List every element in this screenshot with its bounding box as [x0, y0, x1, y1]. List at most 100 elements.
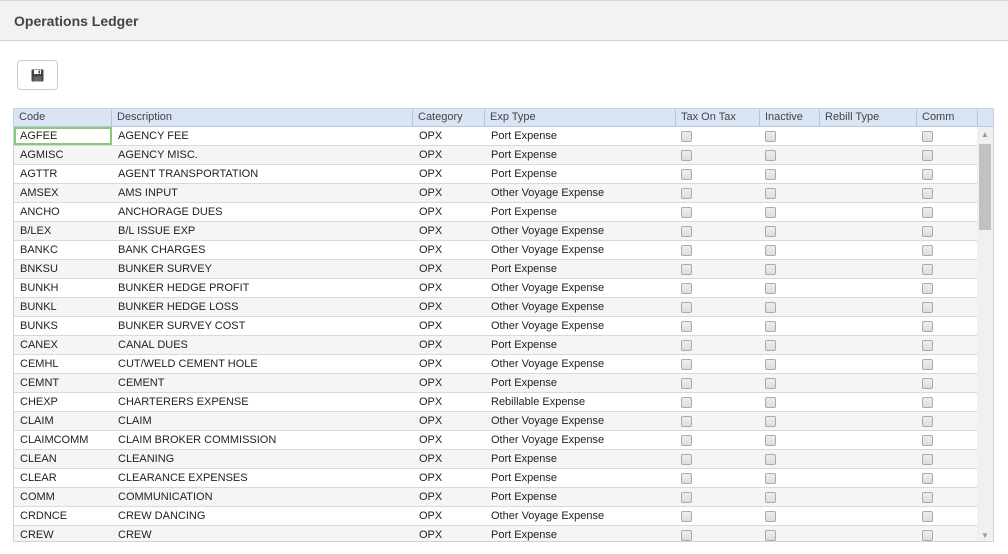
tax-on-tax-checkbox[interactable]: [681, 397, 692, 408]
cell-exp-type[interactable]: Other Voyage Expense: [491, 282, 605, 294]
cell-exp-type[interactable]: Other Voyage Expense: [491, 510, 605, 522]
table-row[interactable]: BUNKH BUNKER HEDGE PROFIT OPX Other Voyage …: [14, 279, 978, 298]
inactive-checkbox[interactable]: [765, 169, 776, 180]
cell-code[interactable]: BNKSU: [20, 263, 58, 275]
cell-exp-type[interactable]: Port Expense: [491, 339, 558, 351]
cell-exp-type[interactable]: Port Expense: [491, 529, 558, 541]
cell-category[interactable]: OPX: [419, 130, 443, 142]
cell-description[interactable]: CLAIM: [118, 415, 152, 427]
tax-on-tax-checkbox[interactable]: [681, 454, 692, 465]
comm-checkbox[interactable]: [922, 207, 933, 218]
inactive-checkbox[interactable]: [765, 188, 776, 199]
cell-category[interactable]: OPX: [419, 396, 443, 408]
tax-on-tax-checkbox[interactable]: [681, 435, 692, 446]
cell-exp-type[interactable]: Other Voyage Expense: [491, 434, 605, 446]
cell-description[interactable]: CUT/WELD CEMENT HOLE: [118, 358, 258, 370]
table-row[interactable]: BNKSU BUNKER SURVEY OPX Port Expense: [14, 260, 978, 279]
cell-exp-type[interactable]: Port Expense: [491, 377, 558, 389]
cell-code[interactable]: AGTTR: [20, 168, 58, 180]
comm-checkbox[interactable]: [922, 530, 933, 541]
cell-exp-type[interactable]: Port Expense: [491, 149, 558, 161]
cell-code[interactable]: CREW: [20, 529, 54, 541]
comm-checkbox[interactable]: [922, 169, 933, 180]
inactive-checkbox[interactable]: [765, 473, 776, 484]
comm-checkbox[interactable]: [922, 454, 933, 465]
table-row[interactable]: AGFEE AGENCY FEE OPX Port Expense: [14, 127, 978, 146]
cell-code[interactable]: CANEX: [20, 339, 58, 351]
cell-code[interactable]: AGFEE: [14, 127, 112, 145]
scroll-down-icon[interactable]: ▼: [981, 531, 989, 540]
cell-code[interactable]: CEMNT: [20, 377, 60, 389]
cell-description[interactable]: CREW: [118, 529, 152, 541]
tax-on-tax-checkbox[interactable]: [681, 188, 692, 199]
tax-on-tax-checkbox[interactable]: [681, 245, 692, 256]
cell-description[interactable]: B/L ISSUE EXP: [118, 225, 196, 237]
tax-on-tax-checkbox[interactable]: [681, 340, 692, 351]
comm-checkbox[interactable]: [922, 302, 933, 313]
cell-exp-type[interactable]: Port Expense: [491, 206, 558, 218]
column-header-tax-on-tax[interactable]: Tax On Tax: [676, 109, 760, 127]
cell-category[interactable]: OPX: [419, 320, 443, 332]
cell-code[interactable]: BUNKH: [20, 282, 59, 294]
cell-exp-type[interactable]: Other Voyage Expense: [491, 415, 605, 427]
tax-on-tax-checkbox[interactable]: [681, 283, 692, 294]
inactive-checkbox[interactable]: [765, 340, 776, 351]
cell-description[interactable]: CEMENT: [118, 377, 165, 389]
cell-description[interactable]: CLEARANCE EXPENSES: [118, 472, 248, 484]
cell-exp-type[interactable]: Port Expense: [491, 472, 558, 484]
cell-code[interactable]: CHEXP: [20, 396, 58, 408]
cell-category[interactable]: OPX: [419, 358, 443, 370]
tax-on-tax-checkbox[interactable]: [681, 359, 692, 370]
cell-exp-type[interactable]: Other Voyage Expense: [491, 358, 605, 370]
cell-category[interactable]: OPX: [419, 187, 443, 199]
table-row[interactable]: BUNKS BUNKER SURVEY COST OPX Other Voyage E…: [14, 317, 978, 336]
tax-on-tax-checkbox[interactable]: [681, 226, 692, 237]
cell-category[interactable]: OPX: [419, 149, 443, 161]
cell-description[interactable]: AGENT TRANSPORTATION: [118, 168, 259, 180]
inactive-checkbox[interactable]: [765, 150, 776, 161]
cell-category[interactable]: OPX: [419, 415, 443, 427]
cell-code[interactable]: AMSEX: [20, 187, 59, 199]
tax-on-tax-checkbox[interactable]: [681, 492, 692, 503]
cell-description[interactable]: CLEANING: [118, 453, 175, 465]
column-header-code[interactable]: Code: [14, 109, 112, 127]
column-header-description[interactable]: Description: [112, 109, 413, 127]
cell-exp-type[interactable]: Rebillable Expense: [491, 396, 586, 408]
comm-checkbox[interactable]: [922, 150, 933, 161]
cell-code[interactable]: BANKC: [20, 244, 58, 256]
comm-checkbox[interactable]: [922, 188, 933, 199]
tax-on-tax-checkbox[interactable]: [681, 264, 692, 275]
tax-on-tax-checkbox[interactable]: [681, 302, 692, 313]
table-row[interactable]: ANCHO ANCHORAGE DUES OPX Port Expense: [14, 203, 978, 222]
comm-checkbox[interactable]: [922, 435, 933, 446]
cell-description[interactable]: CREW DANCING: [118, 510, 206, 522]
cell-code[interactable]: BUNKS: [20, 320, 58, 332]
cell-category[interactable]: OPX: [419, 472, 443, 484]
table-row[interactable]: CRDNCE CREW DANCING OPX Other Voyage Expens…: [14, 507, 978, 526]
inactive-checkbox[interactable]: [765, 321, 776, 332]
cell-description[interactable]: BANK CHARGES: [118, 244, 206, 256]
cell-code[interactable]: COMM: [20, 491, 55, 503]
table-row[interactable]: CLEAR CLEARANCE EXPENSES OPX Port Expense: [14, 469, 978, 488]
scrollbar-thumb[interactable]: [979, 144, 991, 230]
cell-exp-type[interactable]: Other Voyage Expense: [491, 301, 605, 313]
scroll-up-icon[interactable]: ▲: [981, 130, 989, 139]
cell-category[interactable]: OPX: [419, 510, 443, 522]
cell-category[interactable]: OPX: [419, 263, 443, 275]
cell-exp-type[interactable]: Other Voyage Expense: [491, 225, 605, 237]
cell-category[interactable]: OPX: [419, 434, 443, 446]
table-row[interactable]: B/LEX B/L ISSUE EXP OPX Other Voyage Expens…: [14, 222, 978, 241]
cell-exp-type[interactable]: Other Voyage Expense: [491, 187, 605, 199]
save-button[interactable]: [17, 60, 58, 90]
table-row[interactable]: CLAIMCOMM CLAIM BROKER COMMISSION OPX Other…: [14, 431, 978, 450]
inactive-checkbox[interactable]: [765, 359, 776, 370]
inactive-checkbox[interactable]: [765, 283, 776, 294]
tax-on-tax-checkbox[interactable]: [681, 169, 692, 180]
cell-code[interactable]: CLAIM: [20, 415, 54, 427]
table-row[interactable]: CREW CREW OPX Port Expense: [14, 526, 978, 541]
inactive-checkbox[interactable]: [765, 207, 776, 218]
cell-description[interactable]: CHARTERERS EXPENSE: [118, 396, 249, 408]
cell-exp-type[interactable]: Port Expense: [491, 453, 558, 465]
comm-checkbox[interactable]: [922, 359, 933, 370]
cell-description[interactable]: AGENCY MISC.: [118, 149, 198, 161]
